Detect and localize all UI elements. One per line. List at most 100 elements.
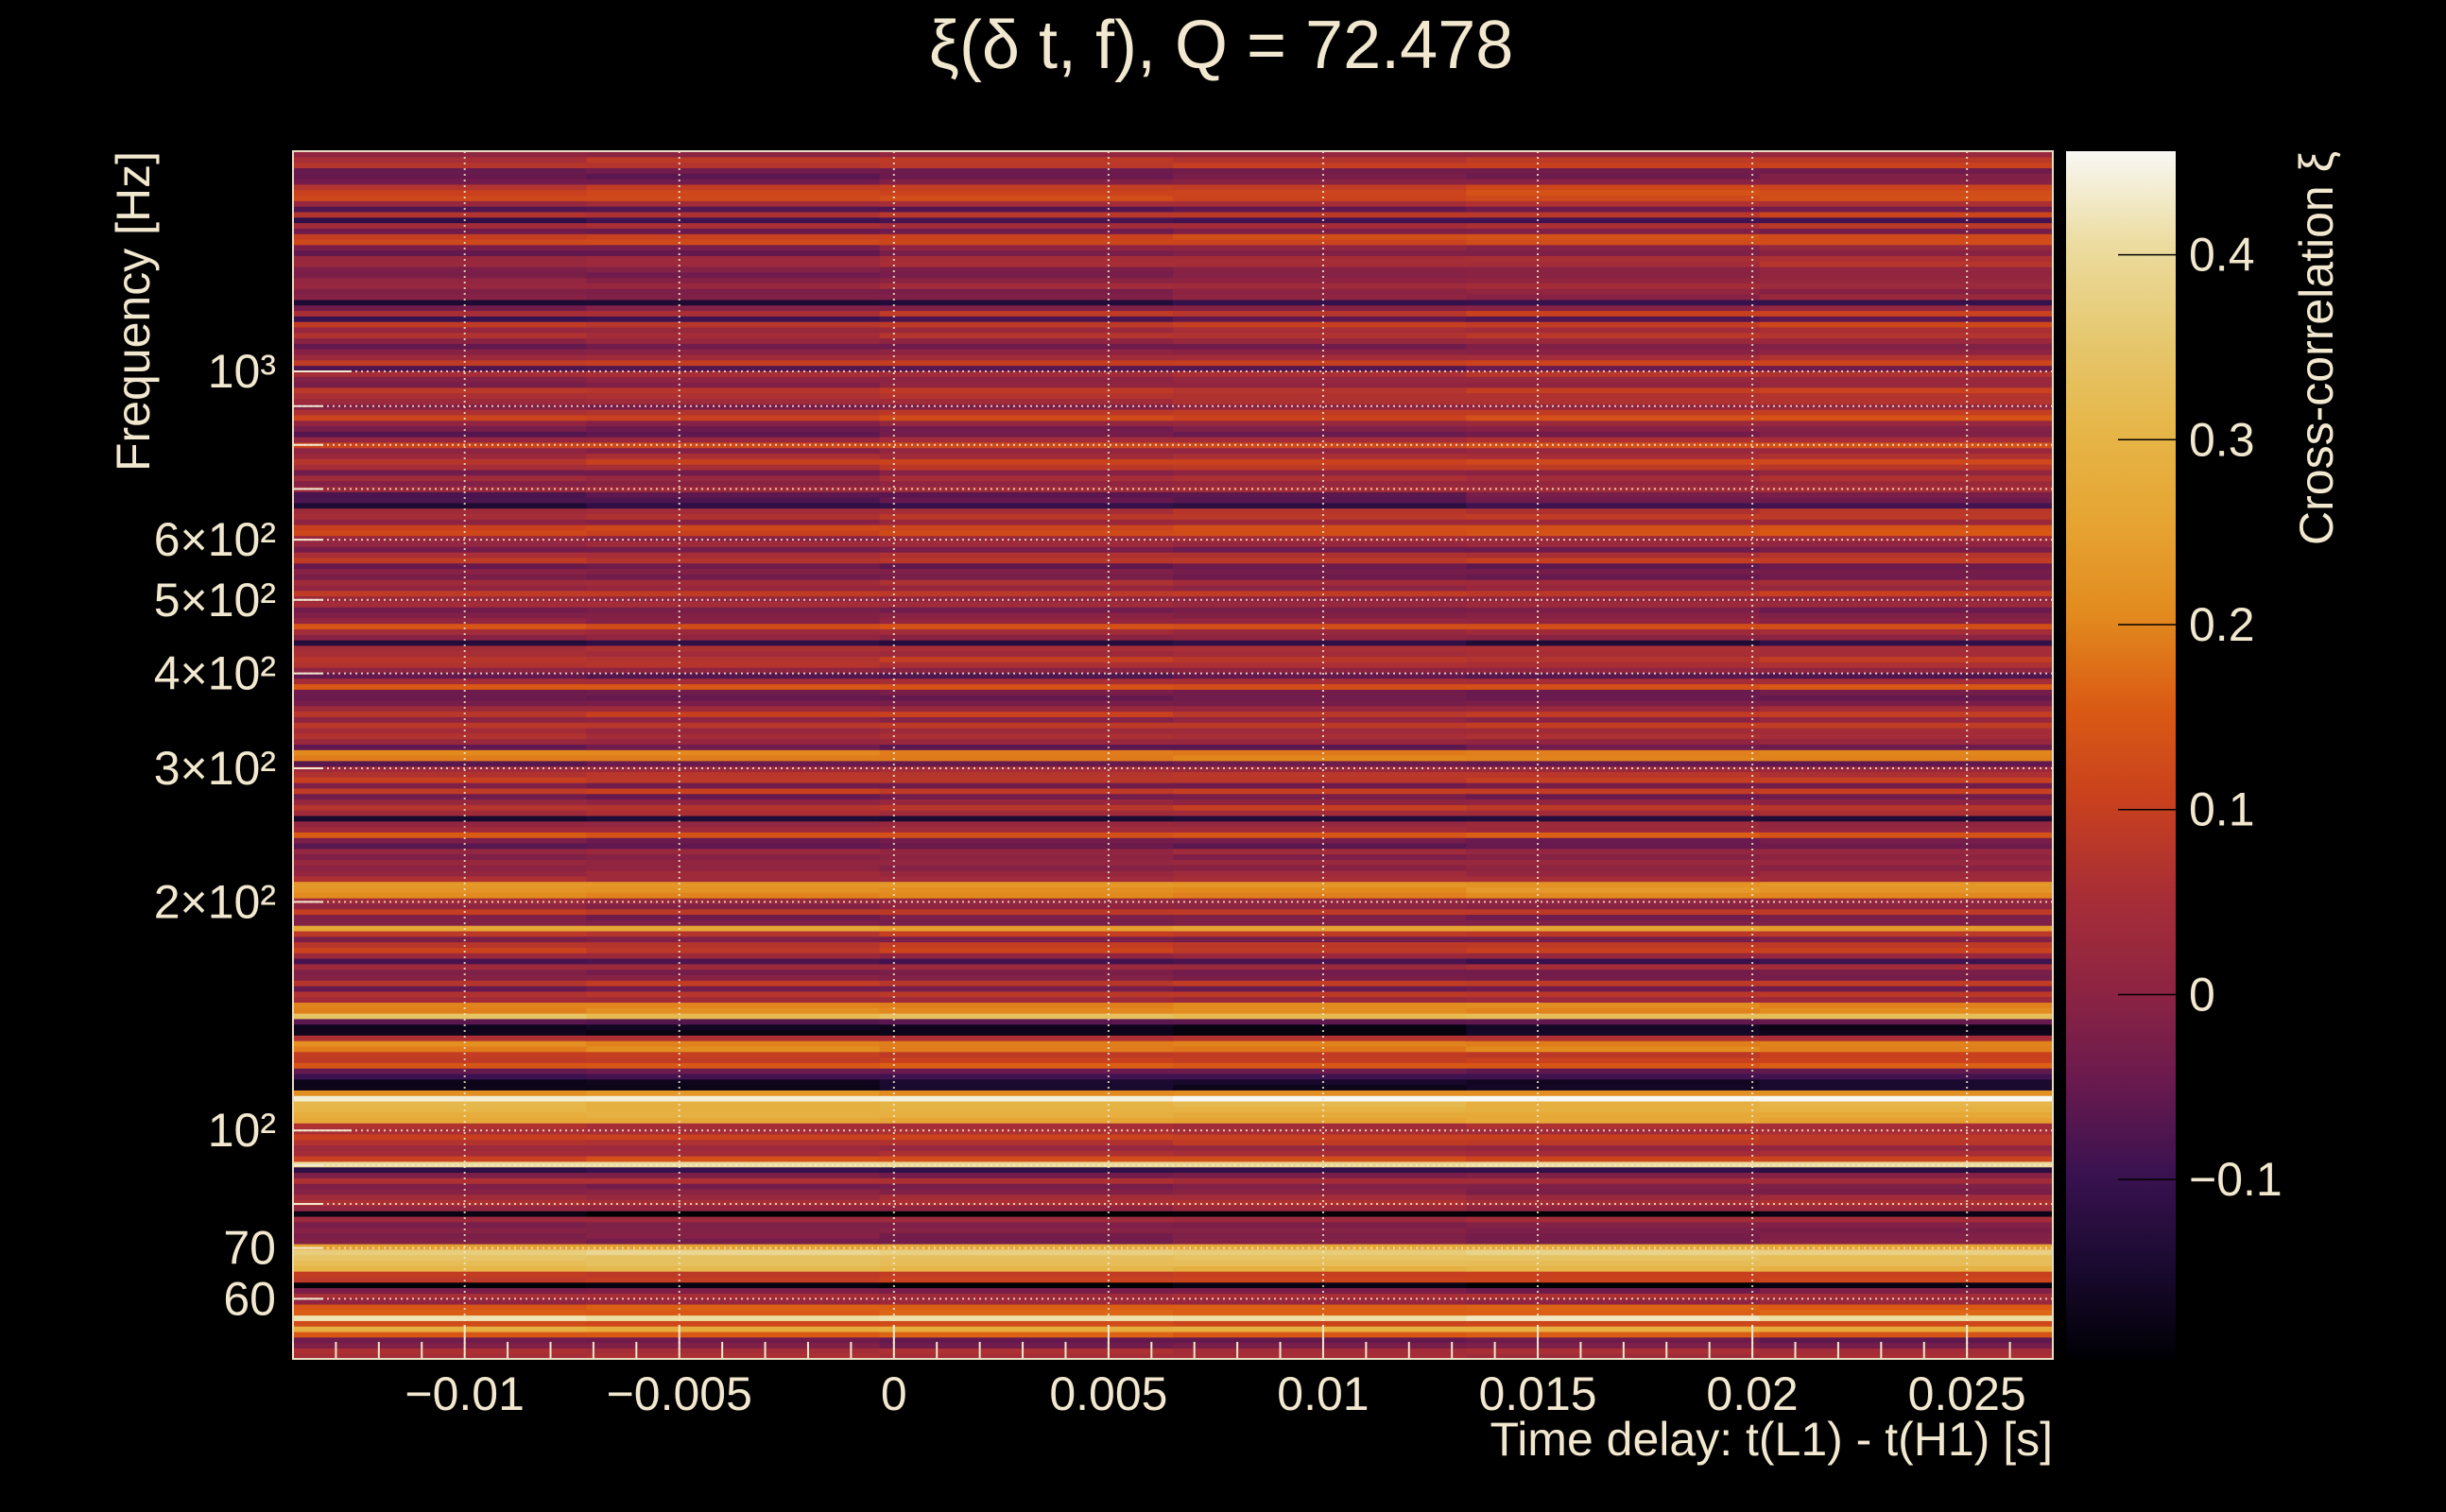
heatmap-cell [879,453,1174,459]
heatmap-cell [293,162,588,169]
heatmap-cell [1759,1314,2053,1321]
heatmap-cell [1466,1326,1761,1332]
heatmap-cell [293,294,588,301]
x-tick-label: −0.01 [405,1367,525,1420]
heatmap-cell [1759,1348,2053,1354]
heatmap-cell [586,228,881,234]
heatmap-cell [1466,486,1761,492]
heatmap-cell [1759,261,2053,267]
heatmap-cell [1759,804,2053,811]
heatmap-cell [293,1111,588,1118]
heatmap-cell [879,370,1174,377]
heatmap-cell [586,266,881,273]
heatmap-cell [293,985,588,992]
heatmap-cell [586,1326,881,1332]
heatmap-cell [586,640,881,646]
heatmap-cell [1173,1172,1468,1178]
heatmap-cell [1759,1156,2053,1162]
heatmap-cell [1173,387,1468,394]
y-tick-label: 10³ [208,345,276,398]
heatmap-cell [586,1160,881,1168]
heatmap-cell [1173,1303,1468,1311]
heatmap-cell [879,474,1174,482]
heatmap-cell [1466,1117,1761,1124]
heatmap-cell [293,799,588,805]
heatmap-cell [586,749,881,756]
heatmap-cell [1759,216,2053,224]
heatmap-cell [1759,1221,2053,1228]
heatmap-cell [1759,332,2053,339]
heatmap-cell [1759,957,2053,965]
heatmap-cell [293,1018,588,1025]
heatmap-cell [1759,974,2053,981]
heatmap-cell [293,683,588,690]
heatmap-cell [1759,826,2053,833]
heatmap-cell [293,1013,588,1020]
heatmap-cell [1759,777,2053,783]
heatmap-cell [1466,1194,1761,1201]
heatmap-cell [1173,1144,1468,1151]
heatmap-cell [879,990,1174,998]
heatmap-cell [1759,683,2053,690]
heatmap-cell [293,678,588,685]
heatmap-cell [1759,1303,2053,1311]
heatmap-cell [293,969,588,975]
heatmap-cell [586,990,881,998]
heatmap-cell [1759,1254,2053,1262]
heatmap-cell [1173,156,1468,163]
heatmap-cell [586,793,881,800]
heatmap-cell [879,892,1174,899]
heatmap-cell [586,1128,881,1135]
heatmap-cell [1466,777,1761,783]
heatmap-cell [1173,255,1468,262]
heatmap-cell [1466,941,1761,948]
heatmap-cell [1173,1281,1468,1289]
heatmap-cell [1173,392,1468,400]
heatmap-cell [1759,1265,2053,1272]
heatmap-cell [1173,222,1468,229]
colorbar-label: Cross-correlation ξ [2290,151,2343,545]
heatmap-cell [293,249,588,256]
heatmap-cell [586,974,881,981]
heatmap-cell [586,1265,881,1272]
heatmap-cell [1759,387,2053,394]
heatmap-cell [586,689,881,696]
heatmap-cell [1173,1260,1468,1266]
heatmap-cell [293,486,588,492]
heatmap-cell [879,349,1174,355]
heatmap-cell [879,167,1174,174]
heatmap-cell [1173,1244,1468,1250]
heatmap-cell [1466,1320,1761,1327]
heatmap-cell [293,1293,588,1299]
heatmap-cell [1173,1002,1468,1008]
heatmap-cell [293,552,588,558]
heatmap-cell [293,859,588,866]
heatmap-cell [879,985,1174,992]
heatmap-cell [293,211,588,218]
heatmap-cell [293,1336,588,1344]
heatmap-cell [586,925,881,932]
heatmap-cell [1466,980,1761,987]
heatmap-cell [879,936,1174,943]
heatmap-cell [293,1062,588,1069]
heatmap-cell [879,288,1174,295]
heatmap-cell [586,902,881,910]
heatmap-cell [1759,875,2053,883]
heatmap-cell [879,584,1174,592]
heatmap-cell [1173,865,1468,871]
heatmap-cell [1466,392,1761,400]
heatmap-cell [293,1106,588,1113]
heatmap [293,151,2053,1359]
heatmap-cell [1173,1326,1468,1332]
heatmap-cell [1466,1139,1761,1146]
heatmap-cell [1173,1133,1468,1141]
heatmap-cell [293,787,588,795]
y-tick-label: 5×10² [154,574,276,627]
heatmap-cell [879,1018,1174,1025]
heatmap-cell [586,447,881,455]
heatmap-cell [1759,644,2053,652]
heatmap-cell [1173,535,1468,542]
heatmap-cell [293,233,588,240]
heatmap-cell [586,261,881,267]
